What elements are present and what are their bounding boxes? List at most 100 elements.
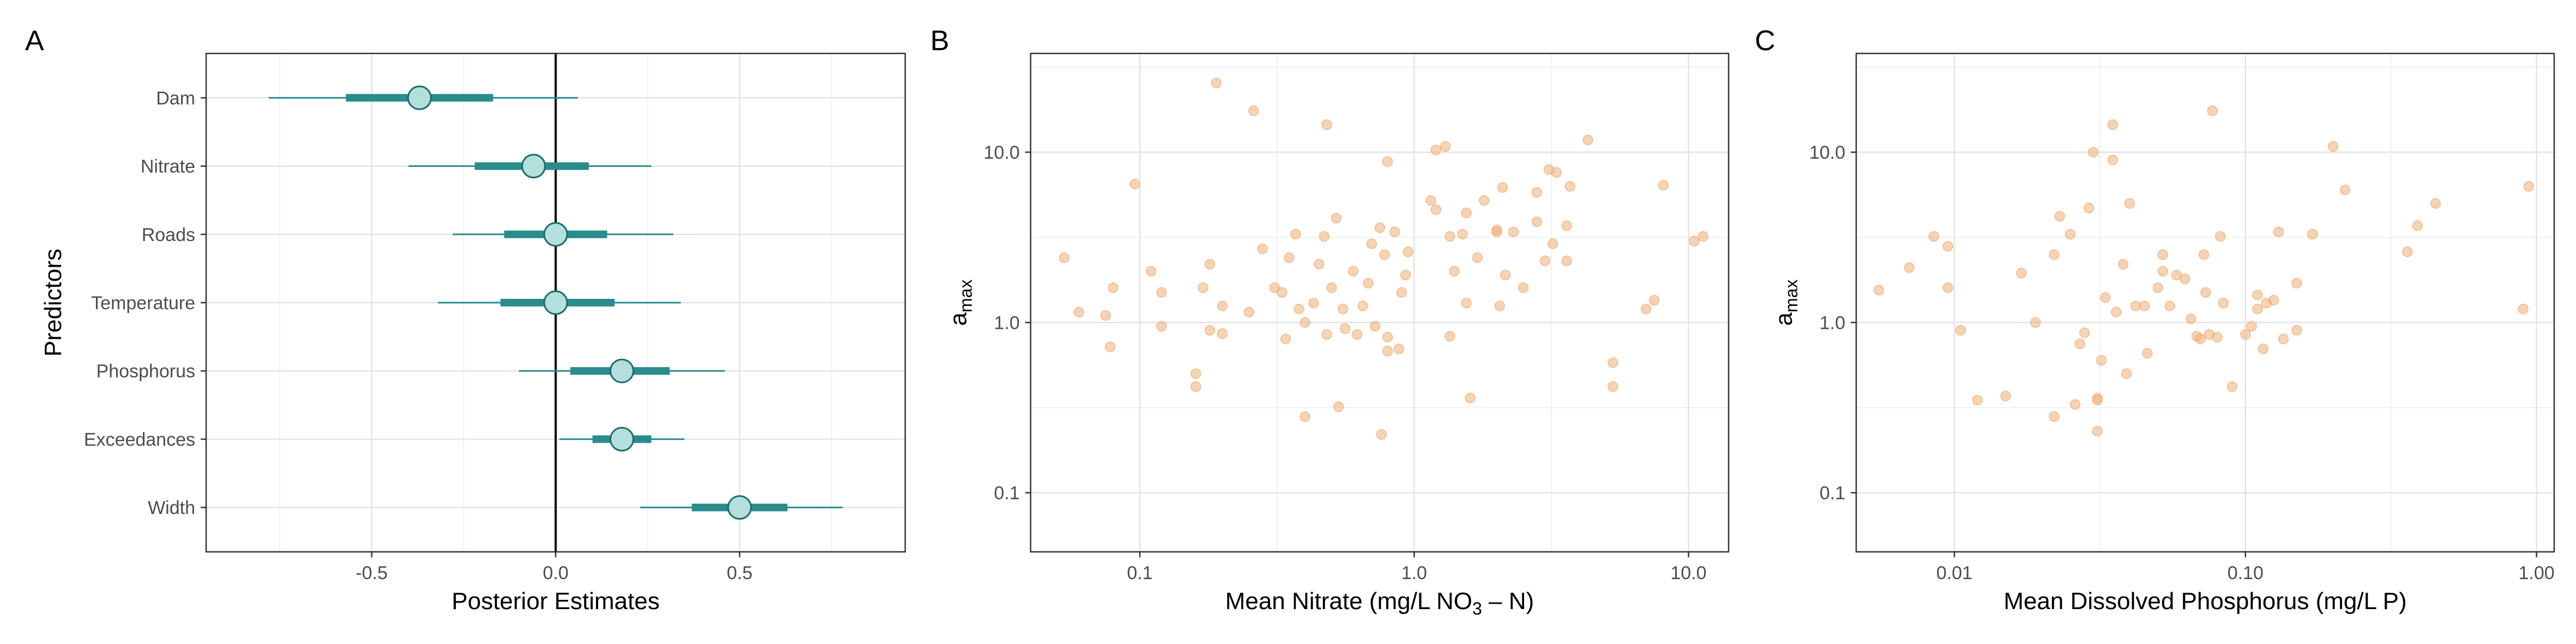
y-axis-title: amax [945, 280, 976, 326]
data-point [1465, 393, 1476, 404]
data-point [1457, 228, 1468, 240]
data-point [2186, 314, 2196, 324]
data-point [1369, 321, 1381, 332]
data-point [1531, 216, 1543, 227]
data-point [1146, 266, 1157, 277]
data-point [1396, 287, 1407, 298]
y-tick-label: Roads [142, 225, 195, 245]
x-tick-label: 1.00 [2519, 563, 2555, 583]
data-point [2121, 368, 2132, 380]
data-point [1400, 269, 1411, 281]
data-point [2252, 303, 2263, 315]
data-point [2402, 246, 2413, 257]
data-point [1211, 77, 1222, 88]
plot-background [1031, 53, 1729, 552]
x-axis-title: Mean Dissolved Phosphorus (mg/L P) [2003, 588, 2406, 615]
data-point [2111, 306, 2122, 318]
data-point [1382, 345, 1393, 357]
data-point [1955, 324, 1966, 336]
data-point [1217, 328, 1228, 339]
data-point [1561, 220, 1572, 231]
data-point [1347, 266, 1359, 277]
median-point [543, 290, 568, 315]
data-point [2339, 184, 2351, 196]
data-point [2142, 347, 2153, 359]
data-point [1290, 228, 1301, 240]
data-point [1689, 236, 1700, 247]
y-tick-label: Dam [156, 88, 195, 109]
data-point [2258, 344, 2268, 354]
y-axis-title-main: a [945, 312, 972, 326]
data-point [1497, 182, 1508, 193]
data-point [1374, 222, 1386, 233]
data-point [1942, 282, 1953, 293]
x-tick-label: 1.0 [1401, 563, 1427, 583]
data-point [2198, 249, 2210, 260]
data-point [2092, 425, 2103, 437]
data-point [2092, 395, 2103, 406]
data-point [1314, 258, 1325, 270]
data-point [1105, 341, 1116, 352]
data-point [2107, 154, 2118, 166]
data-point [1551, 167, 1562, 178]
y-tick-label: 0.1 [994, 483, 1020, 504]
data-point [1479, 195, 1490, 206]
data-point [2100, 292, 2111, 303]
data-point [2079, 327, 2090, 339]
plot-background [1856, 53, 2554, 552]
data-point [1108, 282, 1119, 293]
median-point [543, 222, 568, 247]
data-point [1379, 249, 1390, 260]
data-point [2291, 324, 2302, 336]
data-point [1873, 285, 1885, 296]
data-point [1518, 282, 1529, 293]
data-point [1491, 226, 1502, 238]
y-tick-label: 1.0 [1820, 312, 1845, 333]
data-point [2117, 258, 2129, 270]
data-point [1382, 156, 1393, 167]
panel-c: C 0.01 0.10 1.00 0.1 1.0 10.0 Mean Dissolved Ph… [1755, 25, 2555, 615]
data-point [1073, 306, 1085, 318]
panel-label: B [930, 25, 949, 57]
data-point [1445, 231, 1455, 242]
median-point [407, 85, 432, 110]
x-tick-label: 0.0 [543, 563, 568, 583]
data-point [1357, 300, 1368, 311]
plot-border [1030, 52, 1730, 553]
data-point [1190, 368, 1201, 380]
x-axis-title-main: Mean Nitrate (mg/L NO [1225, 588, 1472, 615]
data-point [1445, 330, 1455, 342]
data-point [2327, 141, 2339, 152]
data-point [2069, 399, 2081, 410]
data-point [1352, 329, 1363, 340]
data-point [1648, 294, 1660, 306]
data-point [1366, 238, 1377, 249]
data-point [1928, 231, 1940, 242]
data-point [2139, 300, 2150, 311]
data-point [1190, 381, 1201, 392]
data-point [1608, 381, 1618, 392]
y-tick-label: 1.0 [994, 312, 1020, 333]
data-point [1564, 180, 1575, 192]
data-point [1461, 298, 1472, 309]
data-point [2096, 354, 2107, 366]
data-point [1640, 303, 1652, 315]
data-point [2180, 273, 2190, 285]
data-point [2200, 287, 2211, 298]
data-point [2157, 249, 2168, 260]
x-tick-label: 10.0 [1670, 563, 1706, 583]
y-axis-title: Predictors [40, 249, 67, 357]
data-point [1363, 278, 1374, 289]
data-point [2000, 390, 2011, 401]
data-point [1321, 119, 1332, 130]
data-point [1058, 252, 1070, 263]
data-point [1494, 300, 1505, 311]
data-point [1333, 401, 1344, 412]
data-point [1129, 178, 1141, 190]
data-point [1389, 226, 1400, 238]
data-point [1403, 246, 1413, 257]
data-point [1326, 282, 1337, 293]
data-point [1461, 207, 1472, 219]
x-tick-label: -0.5 [356, 563, 388, 583]
data-point [1257, 243, 1268, 255]
